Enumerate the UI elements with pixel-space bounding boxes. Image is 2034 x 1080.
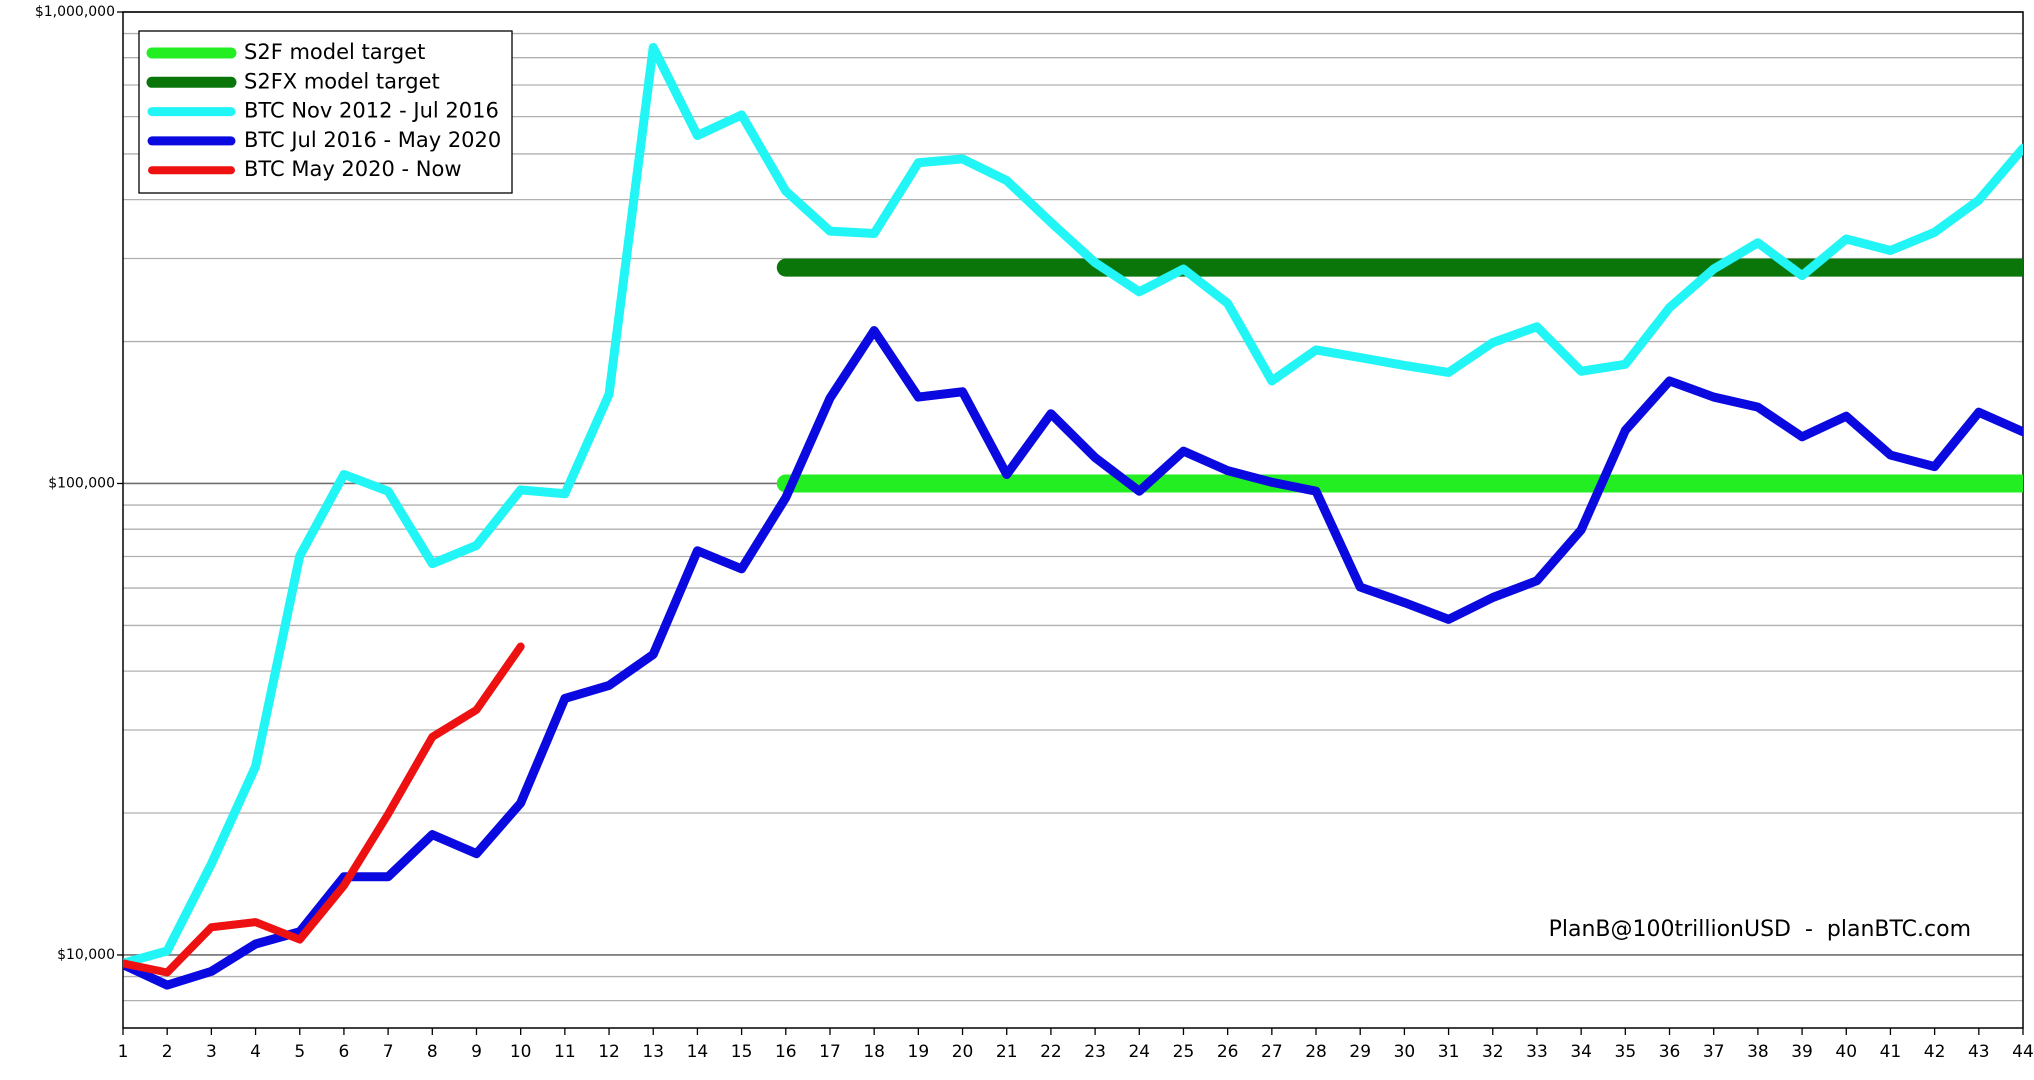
x-tick-label: 43: [1968, 1042, 1990, 1062]
x-tick-label: 37: [1703, 1042, 1725, 1062]
legend: S2F model target S2FX model target BTC Nov…: [138, 30, 513, 194]
x-tick-label: 28: [1305, 1042, 1327, 1062]
x-tick-label: 23: [1084, 1042, 1106, 1062]
x-tick-label: 5: [294, 1042, 305, 1062]
x-tick-label: 17: [819, 1042, 841, 1062]
y-tick-label: $10,000: [57, 947, 115, 963]
series-line: [123, 642, 525, 977]
plot-frame: [122, 11, 2024, 1029]
x-tick-label: 41: [1880, 1042, 1902, 1062]
x-tick-label: 19: [908, 1042, 930, 1062]
x-tick-label: 36: [1659, 1042, 1681, 1062]
x-tick-label: 14: [687, 1042, 709, 1062]
x-tick-label: 18: [863, 1042, 885, 1062]
x-tick-label: 6: [339, 1042, 350, 1062]
x-tick-label: 26: [1217, 1042, 1239, 1062]
x-tick-label: 21: [996, 1042, 1018, 1062]
x-tick-label: 20: [952, 1042, 974, 1062]
x-tick-label: 10: [510, 1042, 532, 1062]
x-tick-label: 22: [1040, 1042, 1062, 1062]
x-tick-label: 25: [1173, 1042, 1195, 1062]
x-tick-label: 35: [1615, 1042, 1637, 1062]
x-tick-label: 11: [554, 1042, 576, 1062]
x-tick-label: 7: [383, 1042, 394, 1062]
x-tick-label: 24: [1128, 1042, 1150, 1062]
grid: [123, 11, 2023, 1002]
x-tick-label: 40: [1835, 1042, 1857, 1062]
legend-label: S2FX model target: [244, 69, 440, 93]
x-tick-label: 30: [1394, 1042, 1416, 1062]
x-tick-label: 42: [1924, 1042, 1946, 1062]
x-tick-label: 15: [731, 1042, 753, 1062]
legend-label: BTC Jul 2016 - May 2020: [244, 128, 501, 152]
x-tick-label: 13: [642, 1042, 664, 1062]
y-tick-label: $1,000,000: [35, 4, 115, 20]
x-tick-label: 12: [598, 1042, 620, 1062]
x-tick-label: 29: [1349, 1042, 1371, 1062]
legend-label: S2F model target: [244, 40, 425, 64]
x-tick-label: 31: [1438, 1042, 1460, 1062]
y-tick-label: $100,000: [48, 475, 115, 491]
legend-label: BTC May 2020 - Now: [244, 157, 462, 181]
series-line: [123, 42, 2023, 968]
annotation: PlanB@100trillionUSD - planBTC.com: [1549, 917, 1971, 942]
legend-label: BTC Nov 2012 - Jul 2016: [244, 99, 499, 123]
x-tick-label: 16: [775, 1042, 797, 1062]
x-tick-label: 38: [1747, 1042, 1769, 1062]
x-tick-label: 9: [471, 1042, 482, 1062]
x-tick-label: 33: [1526, 1042, 1548, 1062]
x-tick-label: 4: [250, 1042, 261, 1062]
x-tick-label: 2: [162, 1042, 173, 1062]
x-tick-label: 44: [2012, 1042, 2034, 1062]
x-tick-label: 27: [1261, 1042, 1283, 1062]
x-tick-label: 1: [118, 1042, 129, 1062]
x-tick-label: 32: [1482, 1042, 1504, 1062]
x-tick-label: 8: [427, 1042, 438, 1062]
x-tick-label: 34: [1570, 1042, 1592, 1062]
series-line: [123, 326, 2023, 990]
x-tick-label: 3: [206, 1042, 217, 1062]
x-tick-label: 39: [1791, 1042, 1813, 1062]
